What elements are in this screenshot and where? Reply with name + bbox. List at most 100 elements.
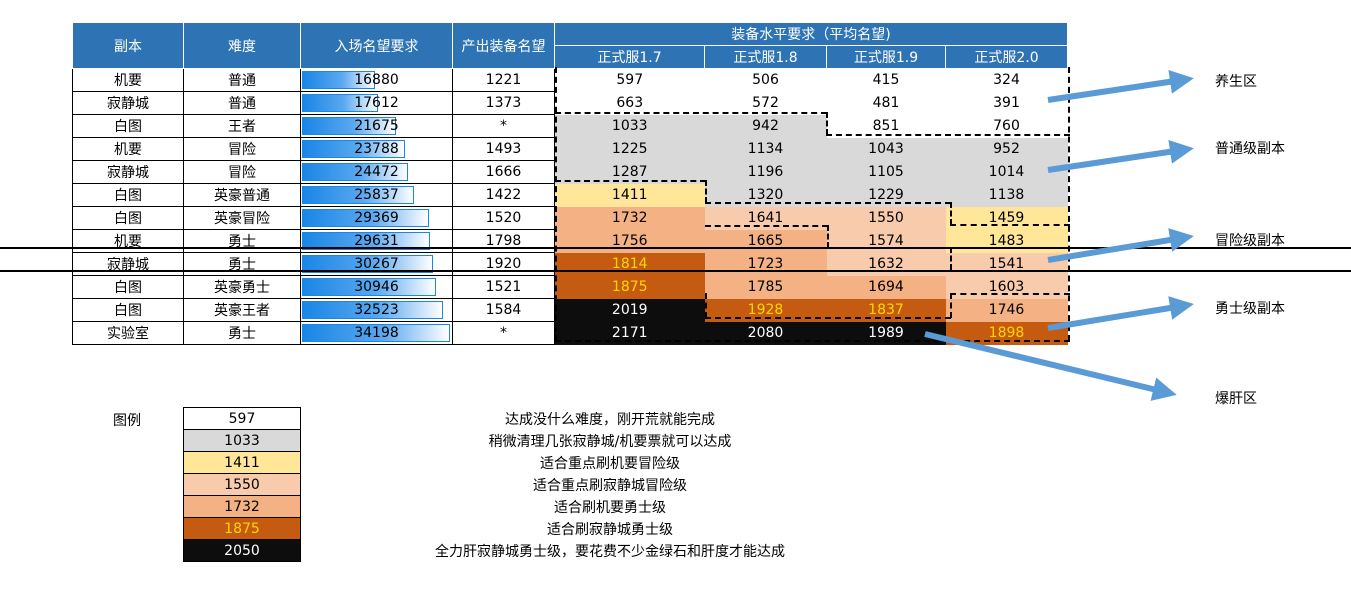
legend-description: 全力肝寂静城勇士级，要花费不少金绿石和肝度才能达成: [435, 544, 785, 560]
requirement-cell: 572: [704, 91, 827, 115]
entry-rep-value: 30946: [354, 279, 399, 295]
entry-rep-cell: 21675: [300, 114, 453, 138]
legend-swatch: 1875: [183, 517, 301, 540]
entry-rep-bar: [302, 255, 433, 273]
requirement-cell: 1694: [826, 275, 946, 299]
arrow-icon: [1047, 228, 1194, 263]
dungeon-cell: 机要: [72, 137, 184, 161]
entry-rep-cell: 29369: [300, 206, 453, 230]
entry-rep-cell: 30946: [300, 275, 453, 299]
entry-rep-cell: 16880: [300, 68, 453, 92]
legend-description: 适合刷寂静城勇士级: [547, 522, 673, 538]
output-rep-cell: 1422: [452, 183, 555, 207]
difficulty-cell: 英豪冒险: [183, 206, 301, 230]
entry-rep-value: 21675: [354, 118, 399, 134]
requirement-cell: 1641: [704, 206, 827, 230]
entry-rep-cell: 29631: [300, 229, 453, 253]
requirement-cell: 2171: [554, 321, 705, 345]
requirement-cell: 597: [554, 68, 705, 92]
dungeon-cell: 白图: [72, 183, 184, 207]
entry-rep-value: 17612: [354, 95, 399, 111]
table-row: 机要 普通 16880 1221 597 506 415 324: [72, 68, 1068, 92]
zone-border: [555, 340, 1070, 342]
arrow-icon: [1047, 296, 1194, 331]
entry-rep-cell: 24472: [300, 160, 453, 184]
requirement-cell: 1732: [554, 206, 705, 230]
dungeon-cell: 实验室: [72, 321, 184, 345]
highlight-line-top: [0, 247, 1351, 249]
requirement-cell: 1928: [704, 298, 827, 322]
entry-rep-bar: [302, 186, 414, 204]
arrow-icon: [1047, 69, 1194, 103]
zone-border: [950, 293, 1070, 295]
legend-description: 达成没什么难度，刚开荒就能完成: [505, 412, 715, 428]
table-row: 白图 王者 21675 * 1033 942 851 760: [72, 114, 1068, 138]
requirement-cell: 1105: [826, 160, 946, 184]
requirement-cell: 506: [704, 68, 827, 92]
requirement-cell: 1287: [554, 160, 705, 184]
requirement-cell: 1785: [704, 275, 827, 299]
requirement-cell: 1134: [704, 137, 827, 161]
zone-border: [705, 293, 707, 318]
legend-swatches: 597 1033 1411 1550 1732 1875 2050: [183, 407, 301, 562]
header-version: 正式服1.9: [826, 45, 946, 69]
zone-border: [555, 112, 827, 114]
header-version: 正式服1.8: [704, 45, 827, 69]
entry-rep-cell: 17612: [300, 91, 453, 115]
difficulty-cell: 勇士: [183, 229, 301, 253]
table-row: 寂静城 普通 17612 1373 663 572 481 391: [72, 91, 1068, 115]
requirement-cell: 1541: [945, 252, 1068, 276]
requirement-cell: 1898: [945, 321, 1068, 345]
requirement-cell: 481: [826, 91, 946, 115]
entry-rep-bar: [302, 301, 443, 319]
arrow-icon: [924, 331, 1177, 401]
legend-row: 2050: [183, 539, 301, 562]
legend-swatch: 597: [183, 407, 301, 430]
entry-rep-bar: [302, 163, 408, 181]
requirement-cell: 1138: [945, 183, 1068, 207]
entry-rep-value: 30267: [354, 256, 399, 272]
header-version: 正式服2.0: [945, 45, 1068, 69]
difficulty-cell: 冒险: [183, 137, 301, 161]
legend-swatch: 1550: [183, 473, 301, 496]
zone-border: [826, 112, 828, 135]
gear-requirement-table: 副本 难度 入场名望要求 产出装备名望 装备水平要求（平均名望) 正式服1.7 …: [72, 22, 1068, 345]
legend-description: 适合重点刷机要冒险级: [540, 456, 680, 472]
zone-label-z3: 冒险级副本: [1215, 233, 1285, 249]
entry-rep-cell: 32523: [300, 298, 453, 322]
requirement-cell: 1043: [826, 137, 946, 161]
requirement-cell: 1225: [554, 137, 705, 161]
requirement-cell: 1014: [945, 160, 1068, 184]
requirement-cell: 415: [826, 68, 946, 92]
zone-border: [950, 293, 952, 318]
entry-rep-value: 32523: [354, 302, 399, 318]
legend-swatch: 1411: [183, 451, 301, 474]
arrow-icon: [1047, 139, 1194, 173]
dungeon-cell: 机要: [72, 68, 184, 92]
entry-rep-value: 25837: [354, 187, 399, 203]
requirement-cell: 1989: [826, 321, 946, 345]
entry-rep-bar: [302, 94, 379, 112]
zone-border: [705, 225, 828, 227]
requirement-cell: 1814: [554, 252, 705, 276]
output-rep-cell: 1520: [452, 206, 555, 230]
entry-rep-value: 29631: [354, 233, 399, 249]
output-rep-cell: 1584: [452, 298, 555, 322]
requirement-cell: 1756: [554, 229, 705, 253]
requirement-cell: 1320: [704, 183, 827, 207]
requirement-cell: 760: [945, 114, 1068, 138]
output-rep-cell: 1521: [452, 275, 555, 299]
zone-border: [950, 224, 1070, 226]
legend-row: 1875: [183, 517, 301, 540]
entry-rep-bar: [302, 117, 396, 135]
zone-border: [950, 202, 952, 225]
zone-label-z1: 养生区: [1215, 74, 1257, 90]
difficulty-cell: 普通: [183, 91, 301, 115]
requirement-cell: 1196: [704, 160, 827, 184]
zone-border: [555, 180, 706, 182]
zone-border: [705, 317, 951, 319]
zone-label-z4: 勇士级副本: [1215, 301, 1285, 317]
requirement-cell: 942: [704, 114, 827, 138]
legend-row: 1411: [183, 451, 301, 474]
dungeon-cell: 白图: [72, 114, 184, 138]
